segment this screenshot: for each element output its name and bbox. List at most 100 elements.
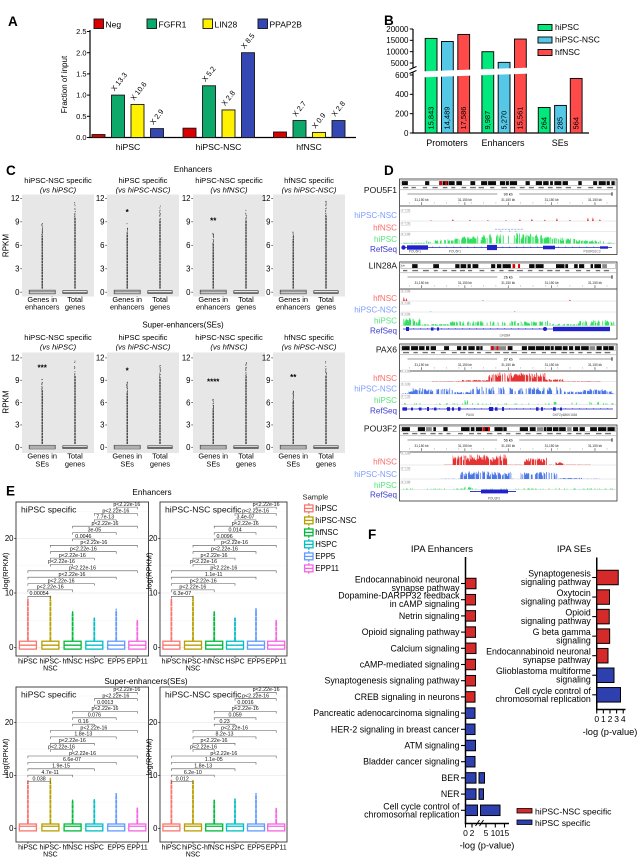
svg-text:EPP5: EPP5 bbox=[247, 845, 265, 852]
svg-text:chromosomal replication: chromosomal replication bbox=[364, 810, 459, 820]
svg-text:p<2.22e-16: p<2.22e-16 bbox=[48, 578, 75, 584]
svg-text:15,561: 15,561 bbox=[516, 107, 525, 130]
svg-text:Calcium signaling: Calcium signaling bbox=[391, 643, 460, 653]
svg-text:0.0096: 0.0096 bbox=[216, 534, 232, 540]
svg-text:26 kb: 26 kb bbox=[504, 276, 513, 280]
svg-text:0 - 1.00: 0 - 1.00 bbox=[402, 302, 411, 305]
svg-text:enhancers: enhancers bbox=[196, 303, 231, 312]
svg-text:Genes in: Genes in bbox=[27, 452, 57, 461]
svg-text:hiPSC-NSC: hiPSC-NSC bbox=[555, 35, 600, 45]
svg-text:Bladder cancer signaling: Bladder cancer signaling bbox=[363, 757, 459, 767]
svg-text:8.2e-13: 8.2e-13 bbox=[216, 732, 234, 738]
svg-text:EPP11: EPP11 bbox=[127, 845, 148, 852]
svg-text:Neg: Neg bbox=[106, 20, 122, 30]
svg-text:hiPSC: hiPSC bbox=[162, 659, 182, 666]
svg-text:0: 0 bbox=[404, 129, 409, 138]
svg-text:EPP5: EPP5 bbox=[107, 845, 125, 852]
svg-text:p<2.22e-16: p<2.22e-16 bbox=[210, 751, 237, 757]
svg-text:20000: 20000 bbox=[386, 25, 409, 34]
svg-text:31,150 kb: 31,150 kb bbox=[501, 198, 515, 202]
svg-text:31,150 kb: 31,150 kb bbox=[414, 444, 428, 448]
svg-text:15: 15 bbox=[500, 828, 510, 838]
svg-text:10: 10 bbox=[149, 771, 158, 780]
svg-text:(vs hiPSC-NSC): (vs hiPSC-NSC) bbox=[282, 342, 337, 351]
svg-text:3: 3 bbox=[186, 264, 190, 273]
svg-text:Dopamine-DARPP32 feedback: Dopamine-DARPP32 feedback bbox=[338, 591, 460, 601]
svg-text:in cAMP signaling: in cAMP signaling bbox=[390, 599, 460, 609]
svg-text:0 - 1.00: 0 - 1.00 bbox=[402, 313, 411, 316]
svg-text:600: 600 bbox=[395, 71, 409, 80]
svg-text:Endocannabinoid neuronal: Endocannabinoid neuronal bbox=[355, 575, 460, 585]
svg-text:37 kb: 37 kb bbox=[504, 358, 513, 362]
svg-text:hiPSC-NSC: hiPSC-NSC bbox=[354, 385, 397, 394]
svg-text:hfNSC: hfNSC bbox=[373, 458, 397, 467]
svg-text:31,150 kb: 31,150 kb bbox=[414, 198, 428, 202]
svg-text:0.076: 0.076 bbox=[88, 713, 101, 719]
svg-text:Synaptogenesis signaling pathw: Synaptogenesis signaling pathway bbox=[325, 676, 461, 686]
svg-text:hiPSC specific: hiPSC specific bbox=[21, 690, 77, 700]
svg-text:HSPC: HSPC bbox=[315, 540, 337, 549]
svg-text:genes: genes bbox=[150, 303, 170, 312]
svg-text:CREB signaling in neurons: CREB signaling in neurons bbox=[354, 692, 460, 702]
svg-text:Total: Total bbox=[67, 452, 83, 461]
svg-text:p<2.22e-16: p<2.22e-16 bbox=[59, 553, 86, 559]
svg-text:31,150 kb: 31,150 kb bbox=[545, 363, 559, 367]
svg-text:E: E bbox=[6, 484, 15, 499]
svg-text:9: 9 bbox=[100, 218, 104, 227]
svg-text:9: 9 bbox=[100, 376, 104, 385]
svg-text:hiPSC-NSC: hiPSC-NSC bbox=[196, 142, 242, 152]
svg-text:genes: genes bbox=[236, 459, 256, 468]
svg-text:hfNSC: hfNSC bbox=[204, 659, 224, 666]
svg-text:hiPSC-NSC specific: hiPSC-NSC specific bbox=[24, 333, 92, 342]
svg-text:enhancers: enhancers bbox=[276, 303, 311, 312]
svg-text:3.4e-07: 3.4e-07 bbox=[237, 515, 255, 521]
svg-text:X 2.8: X 2.8 bbox=[219, 89, 237, 108]
svg-text:14,489: 14,489 bbox=[443, 107, 452, 130]
svg-text:NSC: NSC bbox=[43, 666, 58, 673]
svg-text:9: 9 bbox=[186, 218, 190, 227]
svg-text:p<2.22e-16: p<2.22e-16 bbox=[221, 540, 248, 546]
svg-text:0 - 1.00: 0 - 1.00 bbox=[402, 223, 411, 226]
svg-text:0: 0 bbox=[594, 714, 599, 724]
svg-text:hfNSC: hfNSC bbox=[315, 528, 338, 537]
svg-text:9: 9 bbox=[266, 376, 270, 385]
svg-text:hiPSC-NSC: hiPSC-NSC bbox=[315, 516, 357, 525]
svg-text:Fraction of input: Fraction of input bbox=[60, 55, 69, 113]
svg-text:hiPSC-: hiPSC- bbox=[182, 845, 204, 852]
svg-text:Enhancers: Enhancers bbox=[481, 138, 525, 148]
svg-text:chr: chr bbox=[402, 427, 406, 431]
svg-text:X 10.6: X 10.6 bbox=[128, 80, 148, 102]
svg-text:SEs: SEs bbox=[552, 138, 569, 148]
svg-text:0.5: 0.5 bbox=[76, 112, 86, 121]
svg-text:hiPSC: hiPSC bbox=[374, 235, 397, 244]
svg-text:hiPSC-NSC: hiPSC-NSC bbox=[354, 211, 397, 220]
svg-text:3: 3 bbox=[100, 264, 104, 273]
svg-text:NER: NER bbox=[441, 789, 460, 799]
svg-text:A: A bbox=[8, 14, 18, 29]
svg-text:Total: Total bbox=[318, 295, 334, 304]
svg-text:hfNSC: hfNSC bbox=[373, 224, 397, 233]
svg-text:200: 200 bbox=[395, 110, 409, 119]
svg-text:0: 0 bbox=[266, 288, 271, 297]
svg-text:15000: 15000 bbox=[386, 36, 409, 45]
svg-text:synapse pathway: synapse pathway bbox=[523, 655, 592, 665]
svg-text:1.0: 1.0 bbox=[76, 91, 86, 100]
svg-text:31,150 kb: 31,150 kb bbox=[545, 198, 559, 202]
svg-text:3: 3 bbox=[266, 421, 270, 430]
svg-text:3: 3 bbox=[614, 714, 619, 724]
svg-text:IPA SEs: IPA SEs bbox=[557, 544, 591, 555]
svg-text:0: 0 bbox=[266, 443, 271, 452]
svg-text:synapse pathway: synapse pathway bbox=[392, 583, 461, 593]
svg-text:NSC: NSC bbox=[43, 852, 58, 859]
svg-text:p<2.22e-16: p<2.22e-16 bbox=[69, 751, 96, 757]
svg-text:p<2.22e-16: p<2.22e-16 bbox=[201, 553, 228, 559]
svg-text:p<2.22e-16: p<2.22e-16 bbox=[232, 706, 259, 712]
svg-text:0.0013: 0.0013 bbox=[97, 700, 113, 706]
svg-text:6: 6 bbox=[186, 241, 190, 250]
svg-text:31,150 kb: 31,150 kb bbox=[458, 281, 472, 285]
svg-text:p<2.22e-16: p<2.22e-16 bbox=[190, 744, 217, 750]
svg-text:0.16: 0.16 bbox=[78, 719, 88, 725]
svg-text:PAX6: PAX6 bbox=[466, 413, 474, 417]
svg-text:p<2.22e-16: p<2.22e-16 bbox=[179, 585, 206, 591]
svg-text:4: 4 bbox=[621, 714, 626, 724]
